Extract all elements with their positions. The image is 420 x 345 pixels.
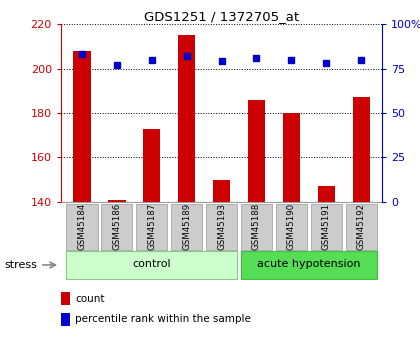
Text: percentile rank within the sample: percentile rank within the sample <box>75 315 251 324</box>
Text: GSM45190: GSM45190 <box>287 203 296 250</box>
Text: count: count <box>75 294 105 304</box>
Text: acute hypotension: acute hypotension <box>257 259 361 269</box>
Bar <box>283 113 300 202</box>
Text: control: control <box>132 259 171 269</box>
Text: GSM45193: GSM45193 <box>217 203 226 250</box>
Bar <box>346 204 377 250</box>
Bar <box>136 204 168 250</box>
Bar <box>241 251 377 279</box>
Text: stress: stress <box>4 260 37 270</box>
Bar <box>241 204 272 250</box>
Text: GSM45192: GSM45192 <box>357 203 366 250</box>
Text: GSM45184: GSM45184 <box>77 203 87 250</box>
Text: GSM45186: GSM45186 <box>112 203 121 250</box>
Title: GDS1251 / 1372705_at: GDS1251 / 1372705_at <box>144 10 299 23</box>
Text: GSM45191: GSM45191 <box>322 203 331 250</box>
Bar <box>73 51 91 202</box>
Text: GSM45188: GSM45188 <box>252 203 261 250</box>
Bar <box>101 204 132 250</box>
Bar <box>276 204 307 250</box>
Bar <box>108 200 126 202</box>
Bar <box>206 204 237 250</box>
Bar <box>352 97 370 202</box>
Text: GSM45187: GSM45187 <box>147 203 156 250</box>
Bar <box>311 204 342 250</box>
Bar <box>178 35 195 202</box>
Bar <box>171 204 202 250</box>
Bar <box>318 186 335 202</box>
Bar <box>66 204 97 250</box>
Text: GSM45189: GSM45189 <box>182 203 191 250</box>
Bar <box>248 100 265 202</box>
Bar <box>66 251 237 279</box>
Bar <box>213 180 230 202</box>
Bar <box>143 129 160 202</box>
